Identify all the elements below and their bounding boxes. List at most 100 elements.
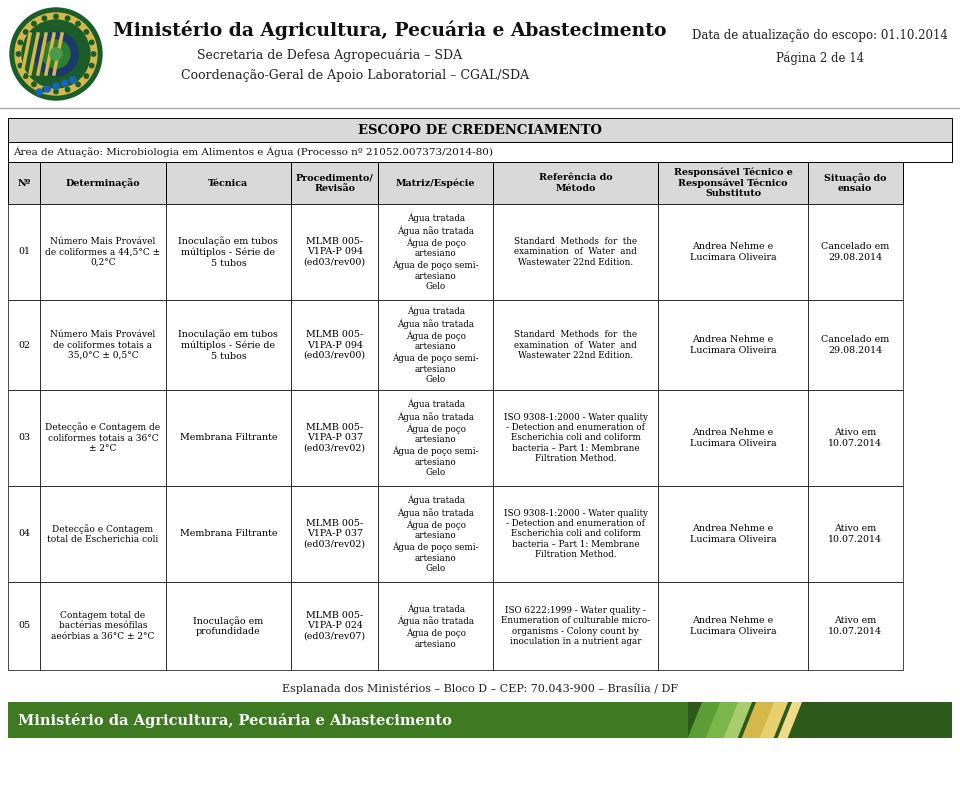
Bar xyxy=(8,118,952,142)
Text: Ativo em
10.07.2014: Ativo em 10.07.2014 xyxy=(828,428,882,447)
Text: Ativo em
10.07.2014: Ativo em 10.07.2014 xyxy=(828,616,882,636)
Bar xyxy=(659,486,807,582)
Circle shape xyxy=(70,77,76,83)
Text: Andrea Nehme e
Lucimara Oliveira: Andrea Nehme e Lucimara Oliveira xyxy=(689,242,777,262)
Polygon shape xyxy=(778,702,802,738)
Bar xyxy=(659,390,807,486)
Text: Coordenação-Geral de Apoio Laboratorial – CGAL/SDA: Coordenação-Geral de Apoio Laboratorial … xyxy=(180,70,529,82)
Circle shape xyxy=(65,16,70,21)
Circle shape xyxy=(36,89,42,95)
Text: Standard  Methods  for  the
examination  of  Water  and
Wastewater 22nd Edition.: Standard Methods for the examination of … xyxy=(515,330,637,360)
Bar xyxy=(807,390,903,486)
Circle shape xyxy=(10,8,102,100)
Text: Número Mais Provável
de coliformes a 44,5°C ±
0,2°C: Número Mais Provável de coliformes a 44,… xyxy=(45,237,160,267)
Text: Andrea Nehme e
Lucimara Oliveira: Andrea Nehme e Lucimara Oliveira xyxy=(689,616,777,636)
Bar xyxy=(291,390,378,486)
Text: Esplanada dos Ministérios – Bloco D – CEP: 70.043-900 – Brasília / DF: Esplanada dos Ministérios – Bloco D – CE… xyxy=(282,682,678,694)
Text: Ministério da Agricultura, Pecuária e Abastecimento: Ministério da Agricultura, Pecuária e Ab… xyxy=(18,713,452,728)
Text: 03: 03 xyxy=(18,434,30,443)
Text: Membrana Filtrante: Membrana Filtrante xyxy=(180,434,277,443)
Text: Ativo em
10.07.2014: Ativo em 10.07.2014 xyxy=(828,524,882,543)
Text: Andrea Nehme e
Lucimara Oliveira: Andrea Nehme e Lucimara Oliveira xyxy=(689,428,777,447)
Circle shape xyxy=(32,82,36,86)
Text: Água tratada
Água não tratada
Água de poço
artesiano
Água de poço semi-
artesian: Água tratada Água não tratada Água de po… xyxy=(393,399,479,477)
Bar xyxy=(807,162,903,204)
Bar xyxy=(378,204,493,300)
Circle shape xyxy=(84,74,88,78)
Bar xyxy=(8,204,40,300)
Text: Ministério da Agricultura, Pecuária e Abastecimento: Ministério da Agricultura, Pecuária e Ab… xyxy=(113,20,667,40)
Bar xyxy=(8,390,40,486)
Circle shape xyxy=(22,20,90,88)
Text: Água tratada
Água não tratada
Água de poço
artesiano
Água de poço semi-
artesian: Água tratada Água não tratada Água de po… xyxy=(393,495,479,573)
Circle shape xyxy=(34,32,78,76)
Bar xyxy=(8,300,40,390)
Text: MLMB 005-
V1PA-P 037
(ed03/rev02): MLMB 005- V1PA-P 037 (ed03/rev02) xyxy=(303,423,366,453)
Bar xyxy=(291,204,378,300)
Text: Cancelado em
29.08.2014: Cancelado em 29.08.2014 xyxy=(821,242,889,262)
Circle shape xyxy=(32,22,36,26)
Bar xyxy=(40,390,166,486)
Text: Água tratada
Água não tratada
Água de poço
artesiano
Água de poço semi-
artesian: Água tratada Água não tratada Água de po… xyxy=(393,306,479,384)
Polygon shape xyxy=(759,702,788,738)
Text: Área de Atuação: Microbiologia em Alimentos e Água (Processo nº 21052.007373/201: Área de Atuação: Microbiologia em Alimen… xyxy=(13,147,493,157)
Bar xyxy=(291,162,378,204)
Text: Contagem total de
bactérias mesófilas
aeórbias a 36°C ± 2°C: Contagem total de bactérias mesófilas ae… xyxy=(51,611,155,641)
Circle shape xyxy=(76,22,81,26)
Text: Data de atualização do escopo: 01.10.2014: Data de atualização do escopo: 01.10.201… xyxy=(692,29,948,42)
Bar xyxy=(8,486,40,582)
Circle shape xyxy=(16,52,21,56)
Bar xyxy=(8,702,687,738)
Polygon shape xyxy=(742,702,778,738)
Circle shape xyxy=(15,13,97,95)
Circle shape xyxy=(23,30,28,34)
Bar xyxy=(378,486,493,582)
Bar xyxy=(493,486,659,582)
Polygon shape xyxy=(706,702,740,738)
Text: 02: 02 xyxy=(18,340,30,349)
Text: Inoculação em tubos
múltiplos - Série de
5 tubos: Inoculação em tubos múltiplos - Série de… xyxy=(179,237,278,268)
Text: Secretaria de Defesa Agropecuária – SDA: Secretaria de Defesa Agropecuária – SDA xyxy=(198,48,463,62)
Text: Membrana Filtrante: Membrana Filtrante xyxy=(180,530,277,539)
Text: Técnica: Técnica xyxy=(208,178,249,188)
Text: Página 2 de 14: Página 2 de 14 xyxy=(776,51,864,65)
Bar xyxy=(0,0,960,108)
Bar xyxy=(166,390,291,486)
Text: Água tratada
Água não tratada
Água de poço
artesiano: Água tratada Água não tratada Água de po… xyxy=(397,603,474,649)
Circle shape xyxy=(18,40,22,45)
Bar xyxy=(166,300,291,390)
Text: Matriz/Espécie: Matriz/Espécie xyxy=(396,178,475,188)
Text: ESCOPO DE CREDENCIAMENTO: ESCOPO DE CREDENCIAMENTO xyxy=(358,124,602,137)
Text: Cancelado em
29.08.2014: Cancelado em 29.08.2014 xyxy=(821,336,889,355)
Bar xyxy=(493,390,659,486)
Text: 04: 04 xyxy=(18,530,30,539)
Bar xyxy=(807,486,903,582)
Text: ISO 9308-1:2000 - Water quality
- Detection and enumeration of
Escherichia coli : ISO 9308-1:2000 - Water quality - Detect… xyxy=(504,413,648,463)
Text: ISO 9308-1:2000 - Water quality
- Detection and enumeration of
Escherichia coli : ISO 9308-1:2000 - Water quality - Detect… xyxy=(504,509,648,559)
Circle shape xyxy=(42,16,47,21)
Text: Referência do
Método: Referência do Método xyxy=(539,173,612,193)
Text: MLMB 005-
V1PA-P 094
(ed03/rev00): MLMB 005- V1PA-P 094 (ed03/rev00) xyxy=(303,330,366,360)
Circle shape xyxy=(50,48,62,60)
Circle shape xyxy=(76,82,81,86)
Circle shape xyxy=(18,63,22,68)
Bar xyxy=(291,582,378,670)
Polygon shape xyxy=(724,702,752,738)
Circle shape xyxy=(23,74,28,78)
Bar xyxy=(8,142,952,162)
Circle shape xyxy=(89,63,94,68)
Bar xyxy=(8,702,952,738)
Bar xyxy=(493,582,659,670)
Text: Nº: Nº xyxy=(17,178,31,188)
Text: ISO 6222:1999 - Water quality -
Enumeration of culturable micro-
organisms - Col: ISO 6222:1999 - Water quality - Enumerat… xyxy=(501,606,651,646)
Bar xyxy=(659,204,807,300)
Bar xyxy=(493,300,659,390)
Bar xyxy=(807,582,903,670)
Bar xyxy=(40,300,166,390)
Text: Inoculação em
profundidade: Inoculação em profundidade xyxy=(193,616,264,636)
Circle shape xyxy=(84,30,88,34)
Bar xyxy=(659,162,807,204)
Bar xyxy=(166,204,291,300)
Bar xyxy=(493,204,659,300)
Circle shape xyxy=(54,89,59,93)
